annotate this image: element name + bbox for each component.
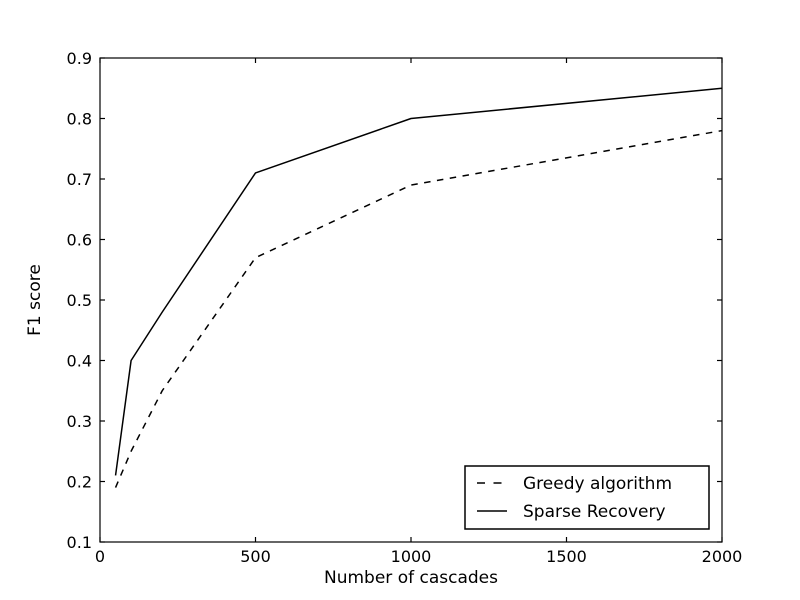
y-tick-label: 0.3 xyxy=(67,412,92,431)
y-axis-label: F1 score xyxy=(25,264,45,336)
x-tick-label: 2000 xyxy=(702,547,743,566)
x-axis-label: Number of cascades xyxy=(324,568,498,588)
legend-item-greedy-algorithm: Greedy algorithm xyxy=(477,474,672,494)
series-line-greedy-algorithm xyxy=(114,129,723,488)
legend-label: Sparse Recovery xyxy=(523,502,666,522)
x-tick-label: 1500 xyxy=(546,547,587,566)
x-tick-label: 0 xyxy=(95,547,105,566)
legend-label: Greedy algorithm xyxy=(523,474,672,494)
legend-box xyxy=(464,465,710,530)
legend-item-sparse-recovery: Sparse Recovery xyxy=(477,502,666,522)
series-line-sparse-recovery xyxy=(114,87,723,476)
y-tick-label: 0.9 xyxy=(67,49,92,68)
y-tick-label: 0.2 xyxy=(67,473,92,492)
y-tick-label: 0.1 xyxy=(67,533,92,552)
legend: Greedy algorithm Sparse Recovery xyxy=(464,465,710,530)
x-tick-label: 500 xyxy=(240,547,271,566)
y-tick-label: 0.5 xyxy=(67,291,92,310)
x-tick-label: 1000 xyxy=(391,547,432,566)
y-tick-label: 0.7 xyxy=(67,170,92,189)
y-tick-label: 0.4 xyxy=(67,352,92,371)
y-tick-label: 0.8 xyxy=(67,110,92,129)
y-tick-label: 0.6 xyxy=(67,231,92,250)
